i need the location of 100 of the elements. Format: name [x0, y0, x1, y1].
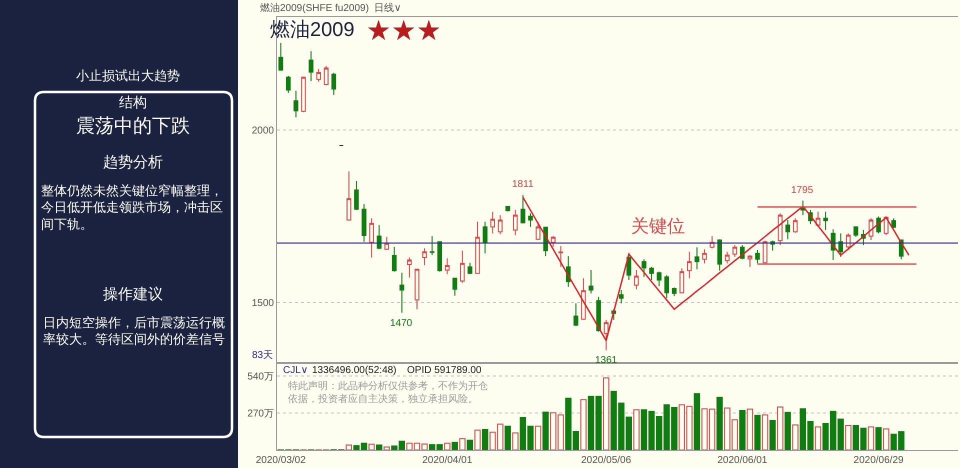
- chart-title: 燃油2009: [270, 19, 354, 41]
- candlestick: [854, 226, 858, 238]
- candlestick: [354, 180, 359, 210]
- bar: [792, 424, 798, 450]
- candlestick: [574, 302, 578, 327]
- bar: [739, 410, 746, 450]
- candlestick: [376, 224, 382, 250]
- candlestick: [823, 211, 828, 230]
- candlestick: [679, 268, 684, 294]
- candlestick: [278, 42, 284, 72]
- candlestick: [331, 72, 336, 96]
- annotation: 1470: [390, 318, 413, 329]
- candlestick: [604, 319, 608, 351]
- candlestick: [301, 76, 306, 113]
- candlestick: [422, 248, 427, 266]
- candlestick: [362, 204, 366, 242]
- bar: [459, 438, 466, 450]
- bar: [694, 393, 700, 450]
- candlestick: [785, 219, 790, 240]
- candlestick: [656, 271, 662, 287]
- bar: [746, 408, 754, 450]
- bar: [580, 399, 587, 450]
- candlestick: [634, 269, 639, 290]
- bar: [777, 406, 784, 450]
- annotation: OPID 591789.00: [407, 365, 482, 376]
- text: 日内短空操作，后市震荡运行概率较大。等待区间外的价差信号: [43, 315, 225, 347]
- candlestick: [384, 236, 390, 250]
- candlestick: [468, 262, 472, 275]
- candlestick: [294, 90, 298, 118]
- candlestick: [664, 274, 670, 299]
- text: 整体仍然未然关键位窄幅整理，今日低开低走领跌市场，冲击区间下轨。: [41, 183, 223, 232]
- candlestick: [816, 211, 820, 228]
- y-tick-label: 1500: [252, 298, 274, 309]
- candlestick: [346, 170, 352, 222]
- bar: [784, 412, 791, 450]
- bar: [542, 412, 549, 450]
- x-tick-label: 2020/04/01: [422, 455, 473, 466]
- candlestick: [498, 214, 503, 235]
- bar: [444, 442, 450, 450]
- line-series: [522, 196, 910, 342]
- candlestick: [414, 268, 420, 310]
- candlestick: [482, 221, 488, 254]
- candlestick: [891, 218, 896, 229]
- candlestick: [792, 218, 798, 234]
- y-tick-label: 540万: [247, 372, 274, 383]
- text: 燃油2009(SHFE fu2009): [260, 2, 369, 14]
- candlestick: [392, 246, 397, 272]
- candlestick: [430, 236, 434, 256]
- bar: [466, 440, 474, 450]
- candlestick: [452, 278, 458, 296]
- bar: [512, 432, 518, 450]
- x-tick-label: 2020/03/02: [256, 455, 306, 466]
- candlestick: [838, 232, 844, 258]
- candlestick: [475, 221, 480, 274]
- bar: [452, 442, 458, 450]
- candlestick: [694, 246, 700, 270]
- text: 结构: [119, 94, 147, 110]
- annotation: 1795: [791, 185, 814, 196]
- y-tick-label: 270万: [247, 408, 274, 420]
- text: 操作建议: [103, 286, 163, 303]
- bar: [875, 427, 882, 450]
- candlestick: [672, 287, 677, 297]
- bar: [534, 426, 542, 450]
- candlestick: [755, 249, 760, 264]
- bar: [376, 444, 382, 450]
- candlestick: [444, 258, 450, 275]
- bar: [814, 426, 822, 450]
- candlestick: [437, 241, 442, 272]
- candlestick: [407, 257, 412, 278]
- text: 日线∨: [374, 2, 402, 14]
- x-tick-label: 2020/06/29: [854, 455, 904, 466]
- candlestick: [558, 246, 564, 268]
- candlestick: [687, 251, 692, 279]
- candlestick: [642, 258, 646, 278]
- annotation: 特此声明：此品种分析仅供参考，不作为开仓依据，投资者应自主决策，独立承担风险。: [288, 380, 488, 405]
- annotation: CJL∨: [283, 365, 308, 376]
- text: 趋势分析: [103, 154, 163, 171]
- candlestick: [702, 248, 707, 264]
- x-tick-label: 2020/06/01: [717, 455, 768, 466]
- candlestick: [316, 68, 321, 82]
- text: 83天: [252, 350, 274, 361]
- bar: [754, 414, 761, 450]
- bar: [474, 430, 481, 450]
- bar: [633, 409, 640, 450]
- candlestick: [550, 236, 556, 248]
- candlestick: [588, 269, 594, 294]
- candlestick: [649, 266, 654, 280]
- candlestick: [528, 212, 533, 228]
- annotation: 1336496.00(52:48): [312, 365, 397, 376]
- candlestick: [520, 194, 526, 224]
- x-tick-label: 2020/05/06: [581, 455, 632, 466]
- bar: [482, 428, 488, 450]
- bar: [762, 414, 768, 450]
- candlestick: [581, 278, 586, 320]
- bar: [368, 444, 375, 450]
- bar: [882, 428, 890, 450]
- candlestick: [717, 238, 722, 272]
- candlestick: [505, 206, 510, 212]
- bar: [504, 426, 511, 450]
- candlestick: [596, 296, 601, 332]
